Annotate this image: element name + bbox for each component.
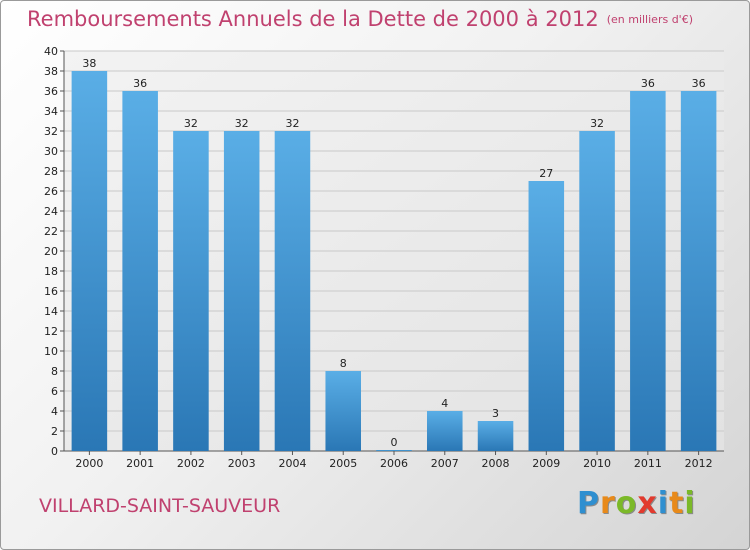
bar-2005: [325, 371, 361, 451]
y-tick-label: 10: [44, 345, 58, 358]
y-tick-label: 38: [44, 65, 58, 78]
bar-2004: [274, 131, 311, 451]
y-tick-label: 0: [51, 445, 58, 458]
data-label-2006: 0: [391, 436, 398, 449]
x-tick-label-2008: 2008: [482, 457, 510, 470]
x-tick-labels: 2000 2001 2002 2003 2004 2005 2006 2007 2008 2009…: [75, 451, 713, 470]
x-tick-label-2001: 2001: [126, 457, 154, 470]
bar-2006: [376, 450, 412, 451]
logo-letter: i: [684, 486, 696, 521]
data-label-2002: 32: [184, 117, 198, 130]
y-tick-label: 36: [44, 85, 58, 98]
proxiti-logo: Proxiti: [577, 486, 696, 521]
bars: [71, 71, 717, 451]
data-label-2001: 36: [133, 77, 147, 90]
y-tick-label: 4: [51, 405, 58, 418]
y-tick-label: 12: [44, 325, 58, 338]
data-label-2011: 36: [641, 77, 655, 90]
data-label-2004: 32: [285, 117, 299, 130]
data-label-2007: 4: [441, 397, 448, 410]
y-tick-label: 40: [44, 45, 58, 58]
x-tick-label-2004: 2004: [278, 457, 306, 470]
y-tick-label: 6: [51, 385, 58, 398]
data-label-2000: 38: [82, 57, 96, 70]
logo-letter: i: [657, 486, 670, 521]
y-tick-label: 28: [44, 165, 58, 178]
data-label-2010: 32: [590, 117, 604, 130]
chart-subtitle: (en milliers d'€): [606, 13, 693, 26]
y-tick-label: 16: [44, 285, 58, 298]
data-labels: 38 36 32 32 32 8 0 4 3 27 32 36 36: [82, 57, 705, 449]
x-tick-label-2007: 2007: [431, 457, 459, 470]
data-label-2012: 36: [692, 77, 706, 90]
data-label-2009: 27: [539, 167, 553, 180]
bar-2012: [680, 91, 717, 451]
y-tick-label: 18: [44, 265, 58, 278]
bar-2008: [477, 421, 514, 451]
x-tick-label-2002: 2002: [177, 457, 205, 470]
x-tick-label-2011: 2011: [634, 457, 662, 470]
bar-2009: [528, 181, 565, 451]
y-tick-label: 20: [44, 245, 58, 258]
commune-name: VILLARD-SAINT-SAUVEUR: [39, 495, 281, 517]
x-tick-label-2003: 2003: [228, 457, 256, 470]
x-tick-label-2005: 2005: [329, 457, 357, 470]
bar-2007: [427, 411, 463, 451]
y-tick-label: 8: [51, 365, 58, 378]
y-tick-label: 14: [44, 305, 58, 318]
bar-2003: [223, 131, 260, 451]
y-tick-label: 24: [44, 205, 58, 218]
y-tick-label: 34: [44, 105, 58, 118]
logo-letter: o: [615, 486, 638, 521]
y-tick-label: 30: [44, 145, 58, 158]
data-label-2003: 32: [235, 117, 249, 130]
bar-2010: [579, 131, 615, 451]
data-label-2005: 8: [340, 357, 347, 370]
x-tick-label-2012: 2012: [685, 457, 713, 470]
logo-letter: r: [600, 486, 616, 521]
bar-2000: [71, 71, 108, 451]
logo-letter: P: [577, 486, 600, 521]
chart-title-text: Remboursements Annuels de la Dette de 20…: [27, 7, 599, 31]
bar-2002: [173, 131, 209, 451]
logo-letter: t: [669, 486, 685, 521]
x-tick-label-2006: 2006: [380, 457, 408, 470]
y-tick-label: 22: [44, 225, 58, 238]
bar-2011: [630, 91, 666, 451]
data-label-2008: 3: [492, 407, 499, 420]
y-tick-label: 32: [44, 125, 58, 138]
y-tick-label: 2: [51, 425, 58, 438]
x-tick-label-2000: 2000: [75, 457, 103, 470]
logo-letter: x: [637, 486, 658, 521]
chart-title: Remboursements Annuels de la Dette de 20…: [27, 7, 693, 31]
x-tick-label-2009: 2009: [532, 457, 560, 470]
bar-2001: [122, 91, 158, 451]
y-tick-label: 26: [44, 185, 58, 198]
grid-lines: [64, 50, 724, 452]
x-tick-label-2010: 2010: [583, 457, 611, 470]
